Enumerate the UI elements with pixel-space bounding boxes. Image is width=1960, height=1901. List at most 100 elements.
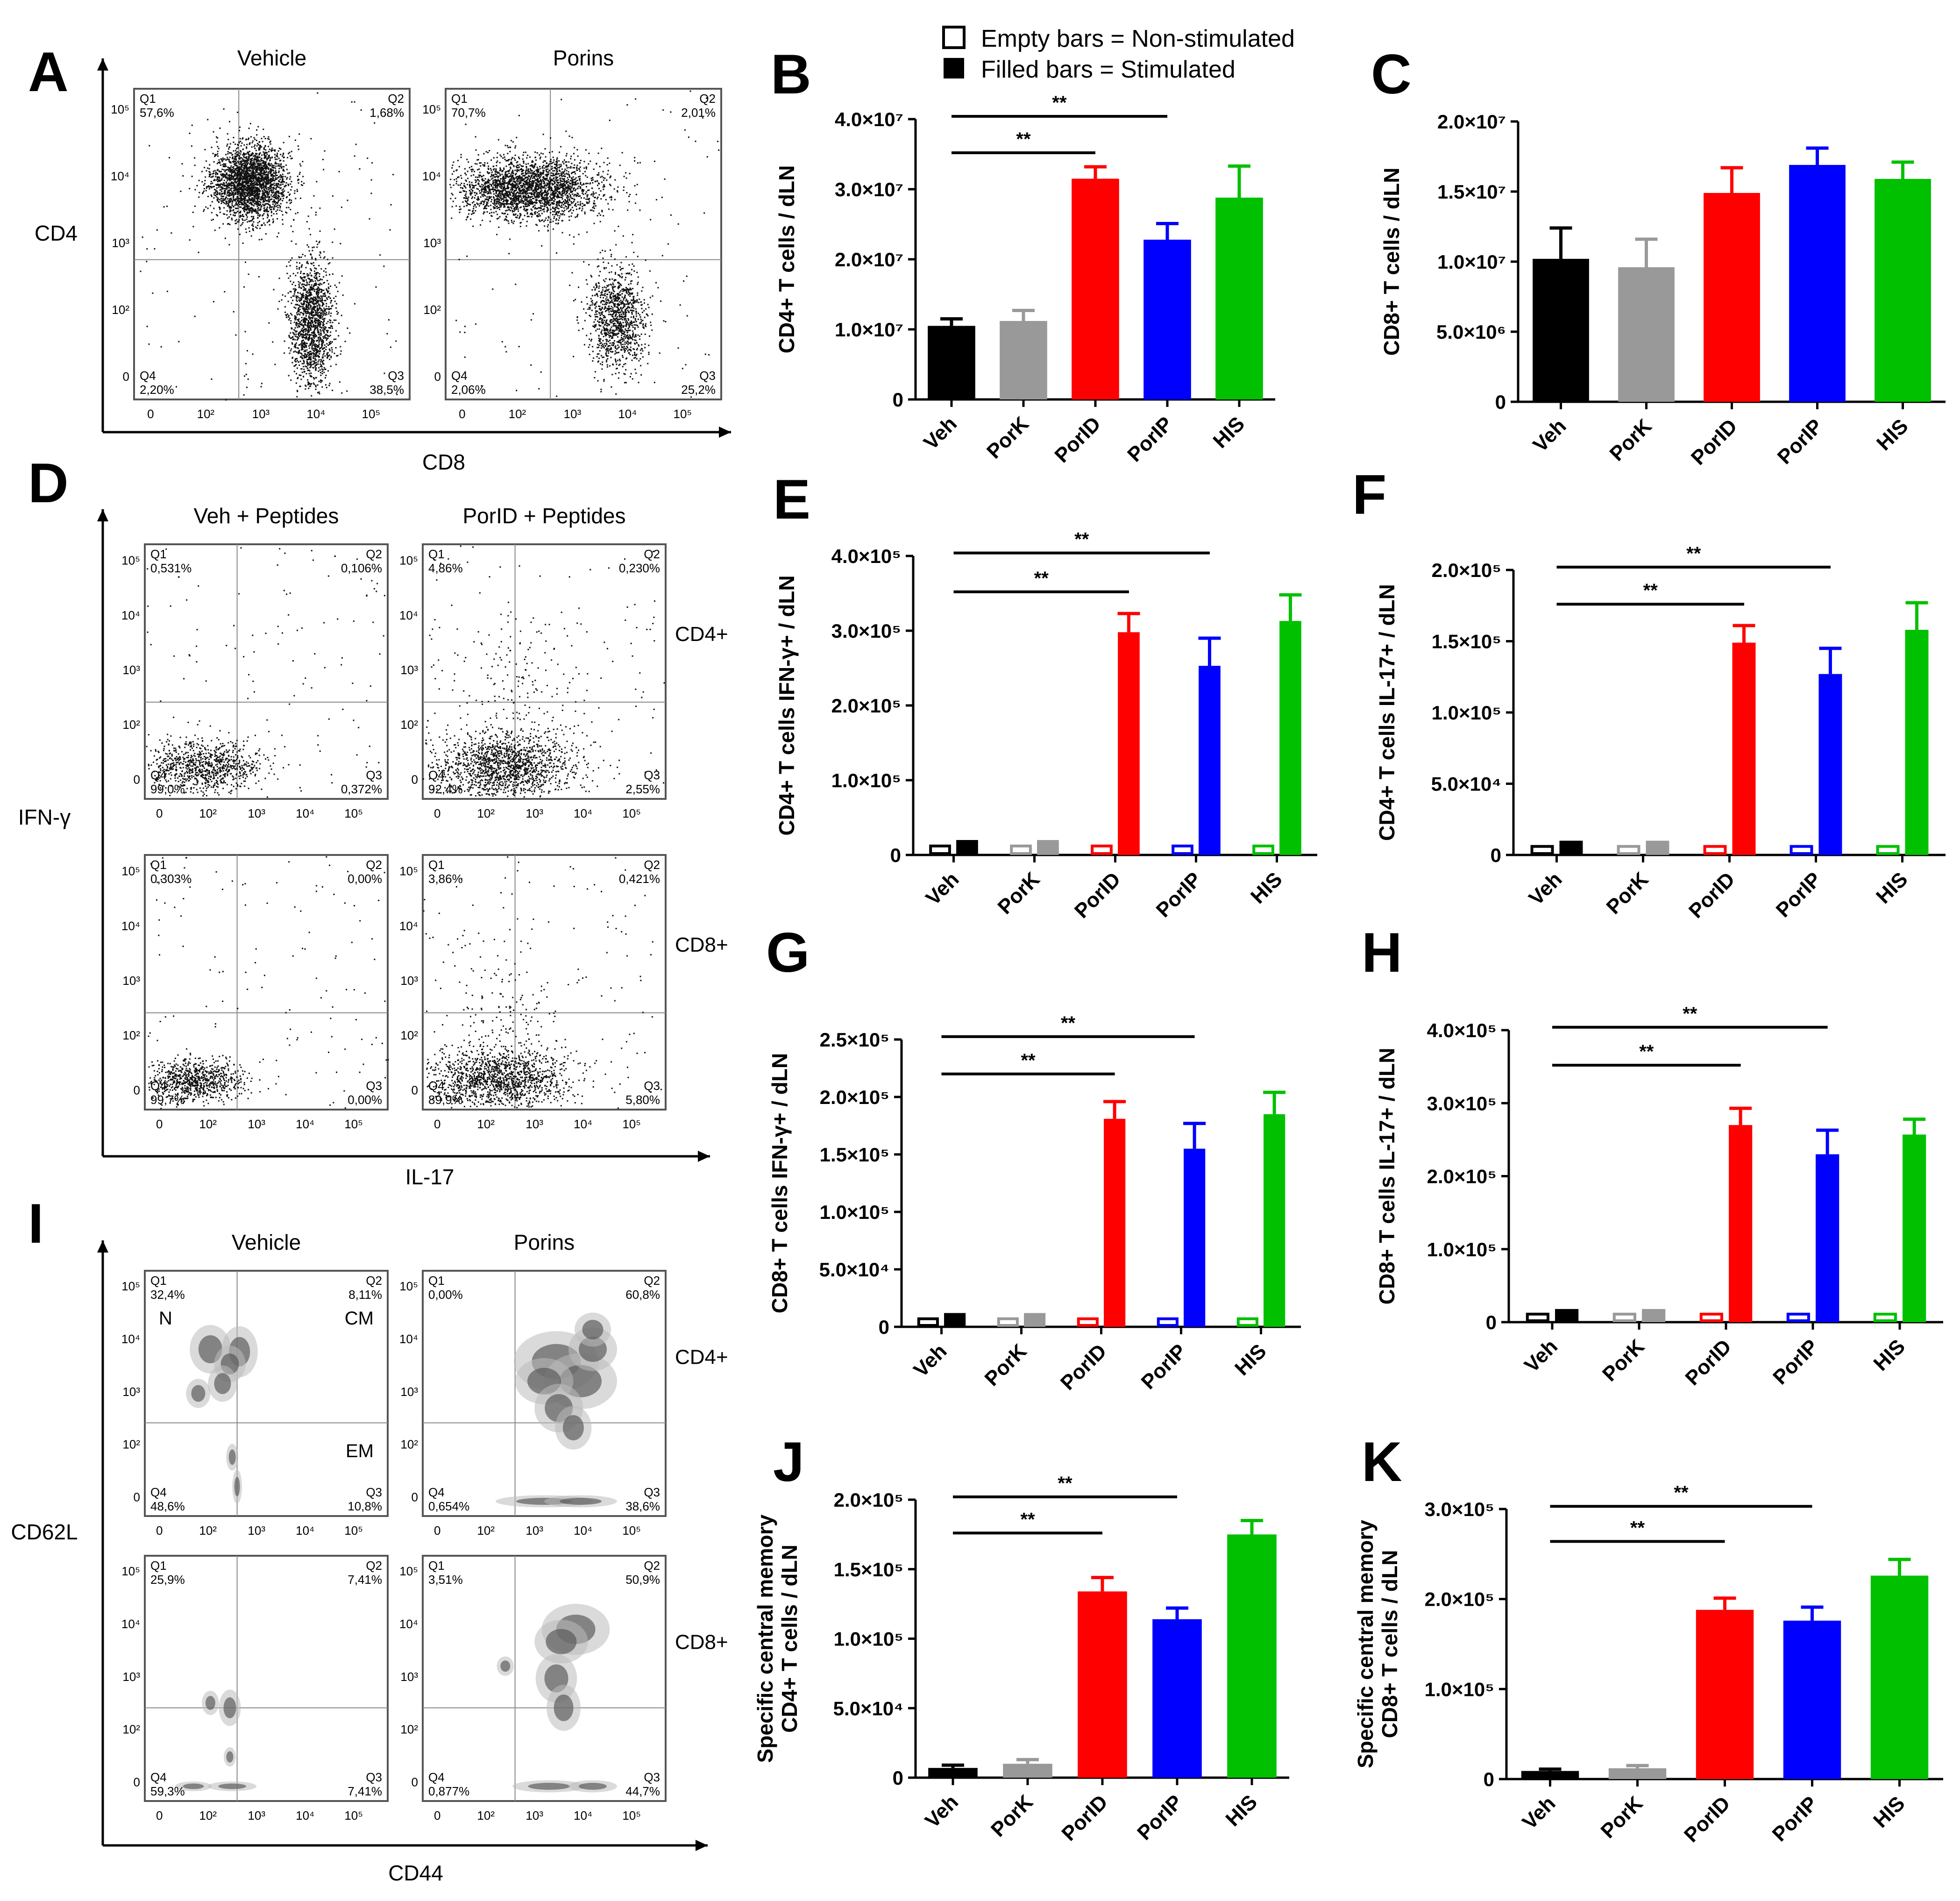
event-dot	[316, 309, 318, 311]
event-dot	[251, 199, 253, 201]
event-dot	[300, 293, 302, 295]
event-dot	[251, 163, 253, 165]
event-dot	[284, 340, 285, 342]
event-dot	[323, 367, 325, 369]
event-dot	[263, 160, 264, 162]
event-dot	[494, 206, 496, 208]
event-dot	[233, 170, 234, 171]
event-dot	[568, 185, 569, 187]
event-dot	[310, 365, 312, 367]
event-dot	[212, 173, 214, 175]
event-dot	[533, 198, 535, 199]
event-dot	[313, 304, 315, 306]
event-dot	[220, 173, 222, 175]
event-dot	[260, 185, 262, 186]
event-dot	[250, 176, 252, 178]
event-dot	[326, 354, 328, 356]
event-dot	[232, 178, 234, 180]
event-dot	[249, 161, 251, 163]
event-dot	[233, 186, 235, 188]
event-dot	[293, 219, 295, 221]
event-dot	[217, 150, 219, 152]
event-dot	[606, 164, 608, 166]
event-dot	[238, 181, 240, 183]
event-dot	[277, 200, 279, 202]
event-dot	[571, 177, 573, 179]
event-dot	[248, 157, 250, 159]
event-dot	[273, 165, 275, 167]
event-dot	[303, 321, 305, 323]
flow-plot: 0 10² 10³ 10⁴ 10⁵10⁵10⁴10³10²0Q170,7%Q22,01%…	[422, 46, 722, 421]
event-dot	[252, 190, 254, 192]
event-dot	[224, 166, 226, 168]
event-dot	[241, 199, 243, 201]
event-dot	[223, 108, 225, 110]
event-dot	[268, 177, 270, 178]
event-dot	[331, 347, 333, 349]
event-dot	[194, 157, 196, 159]
event-dot	[302, 346, 304, 348]
event-dot	[253, 175, 255, 177]
event-dot	[566, 180, 568, 182]
event-dot	[230, 165, 232, 167]
event-dot	[253, 172, 255, 174]
event-dot	[253, 177, 255, 178]
event-dot	[256, 212, 257, 214]
event-dot	[238, 152, 240, 154]
event-dot	[228, 223, 230, 225]
event-dot	[262, 203, 264, 205]
event-dot	[244, 197, 246, 199]
event-dot	[311, 314, 312, 316]
event-dot	[239, 216, 241, 218]
event-dot	[320, 291, 322, 293]
event-dot	[258, 160, 260, 162]
event-dot	[509, 164, 511, 165]
event-dot	[247, 157, 249, 159]
event-dot	[223, 184, 225, 186]
event-dot	[261, 170, 263, 172]
event-dot	[297, 319, 299, 321]
event-dot	[540, 173, 542, 175]
event-dot	[169, 157, 170, 158]
event-dot	[240, 145, 242, 147]
event-dot	[227, 157, 228, 158]
event-dot	[288, 206, 290, 208]
event-dot	[241, 163, 243, 165]
event-dot	[302, 349, 304, 350]
event-dot	[257, 199, 259, 200]
event-dot	[226, 214, 228, 216]
event-dot	[306, 353, 308, 355]
event-dot	[323, 270, 325, 272]
event-dot	[328, 288, 330, 290]
event-dot	[219, 207, 221, 209]
event-dot	[571, 190, 573, 192]
event-dot	[306, 356, 308, 358]
event-dot	[219, 199, 220, 200]
event-dot	[259, 214, 261, 216]
event-dot	[259, 182, 261, 184]
event-dot	[561, 196, 563, 198]
event-dot	[314, 366, 316, 368]
event-dot	[243, 207, 245, 209]
event-dot	[327, 299, 328, 300]
event-dot	[242, 219, 244, 221]
event-dot	[259, 170, 261, 171]
event-dot	[573, 243, 575, 245]
event-dot	[290, 280, 291, 282]
event-dot	[498, 193, 500, 195]
event-dot	[547, 220, 549, 221]
event-dot	[278, 163, 280, 165]
event-dot	[595, 197, 597, 199]
event-dot	[243, 201, 245, 203]
event-dot	[223, 213, 225, 215]
event-dot	[216, 193, 218, 195]
event-dot	[239, 192, 241, 194]
event-dot	[315, 335, 317, 337]
event-dot	[488, 165, 490, 167]
event-dot	[255, 176, 256, 178]
event-dot	[293, 365, 295, 367]
event-dot	[551, 198, 553, 199]
event-dot	[241, 192, 243, 193]
event-dot	[252, 353, 254, 355]
event-dot	[222, 198, 224, 199]
